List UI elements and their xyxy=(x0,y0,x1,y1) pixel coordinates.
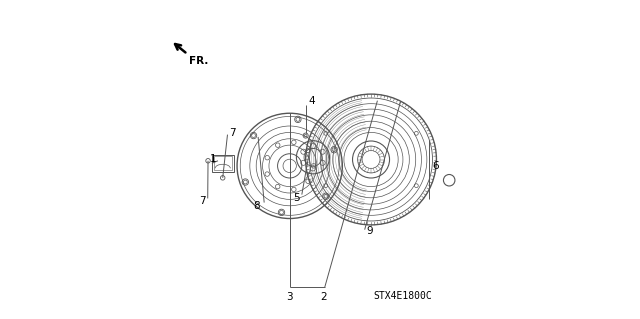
Text: 7: 7 xyxy=(200,196,206,206)
Text: FR.: FR. xyxy=(189,56,208,66)
Text: 7: 7 xyxy=(229,128,236,138)
Text: 9: 9 xyxy=(366,226,373,236)
Text: 8: 8 xyxy=(253,201,259,211)
Text: 5: 5 xyxy=(294,193,300,204)
Text: 4: 4 xyxy=(308,96,315,107)
Text: STX4E1800C: STX4E1800C xyxy=(374,292,432,301)
Text: 1: 1 xyxy=(210,154,216,165)
Text: 6: 6 xyxy=(432,161,438,171)
Text: 2: 2 xyxy=(320,292,326,302)
Text: 3: 3 xyxy=(286,292,293,302)
